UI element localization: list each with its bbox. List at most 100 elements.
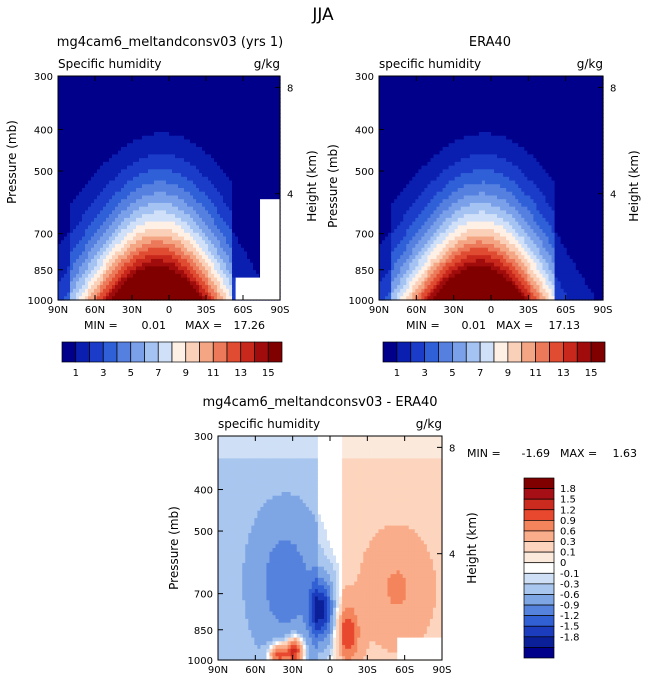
colorbar-swatch [144, 341, 159, 363]
y-tick-label: 500 [34, 167, 53, 178]
colorbar-label: -1.2 [560, 611, 580, 622]
colorbar-swatch [523, 541, 555, 553]
colorbar-label: 5 [128, 368, 134, 379]
colorbar-swatch [130, 341, 145, 363]
colorbar-label: 15 [585, 368, 598, 379]
y-axis-label: Pressure (mb) [5, 120, 19, 204]
min-value: 0.01 [462, 319, 487, 332]
colorbar-swatch [523, 530, 555, 542]
colorbar-label: 1.8 [560, 484, 576, 495]
missing-data-mask [397, 637, 442, 660]
y-right-tick-label: 8 [610, 83, 616, 94]
panel-diff: mg4cam6_meltandconsv03 - ERA40 specific … [167, 395, 637, 676]
colorbar-label: 1 [394, 368, 400, 379]
min-label: MIN = [406, 319, 440, 332]
colorbar-swatch [523, 498, 555, 511]
x-tick-label: 60N [245, 665, 265, 676]
colorbar-label: 11 [207, 368, 220, 379]
x-tick-label: 30N [444, 305, 464, 316]
x-tick-label: 30S [196, 305, 215, 316]
colorbar-swatch [465, 341, 481, 363]
colorbar-swatch [61, 341, 77, 363]
x-tick-label: 60S [556, 305, 575, 316]
colorbar-swatch [523, 509, 555, 521]
y-right-tick-label: 8 [287, 83, 293, 94]
stats-line: MIN = 0.01 MAX = 17.26 [84, 319, 265, 332]
panel-title: mg4cam6_meltandconsv03 (yrs 1) [57, 35, 283, 50]
colorbar-label: 15 [262, 368, 275, 379]
stats-line: MIN = -1.69 MAX = 1.63 [467, 447, 637, 460]
colorbar-swatch [267, 341, 283, 363]
max-value: 1.63 [613, 447, 638, 460]
min-value: 0.01 [142, 319, 167, 332]
stats-line: MIN = 0.01 MAX = 17.13 [406, 319, 580, 332]
colorbar-swatch [523, 519, 555, 532]
y-axis-label: Pressure (mb) [326, 144, 340, 228]
colorbar-swatch [523, 647, 555, 659]
colorbar-swatch [171, 341, 187, 363]
colorbar-swatch [523, 562, 555, 574]
colorbar-swatch [523, 488, 555, 500]
y-tick-label: 700 [194, 590, 213, 601]
y-right-tick-label: 4 [287, 190, 293, 201]
y-axis-label-right: Height (km) [465, 512, 479, 583]
colorbar-label: 0.9 [560, 516, 576, 527]
x-tick-label: 90N [208, 665, 228, 676]
max-label: MAX = [185, 319, 222, 332]
colorbar-swatch [212, 341, 228, 363]
x-tick-label: 0 [166, 305, 172, 316]
colorbar-swatch [452, 341, 467, 363]
min-value: -1.69 [522, 447, 550, 460]
x-tick-label: 60N [85, 305, 105, 316]
x-tick-label: 30N [122, 305, 142, 316]
colorbar-swatch [240, 341, 255, 363]
colorbar-swatch [424, 341, 439, 363]
y-tick-label: 850 [194, 626, 213, 637]
colorbar-swatch [507, 341, 523, 363]
x-tick-label: 90N [48, 305, 68, 316]
panel-model: mg4cam6_meltandconsv03 (yrs 1) Specific … [5, 35, 319, 379]
panel-subtitle-left: Specific humidity [58, 57, 162, 71]
y-tick-label: 500 [355, 167, 374, 178]
colorbar-swatch [523, 615, 555, 627]
colorbar-swatch [157, 341, 173, 363]
y-tick-label: 700 [355, 230, 374, 241]
colorbar-swatch [410, 341, 425, 363]
plot-area: 90N 60N 30N 0 30S 60S 90S 300 400 500 700 850 1000 8 4 [28, 72, 294, 316]
colorbar-label: 9 [183, 368, 189, 379]
colorbar-label: 1 [73, 368, 79, 379]
y-tick-label: 300 [355, 72, 374, 83]
colorbar-label: -0.6 [560, 590, 580, 601]
colorbar-label: 0.3 [560, 537, 576, 548]
colorbar-swatch [523, 594, 555, 606]
colorbar-swatch [382, 341, 398, 363]
panel-subtitle-left: specific humidity [218, 417, 320, 431]
colorbar-label: -0.3 [560, 579, 580, 590]
colorbar-swatch [521, 341, 536, 363]
y-axis-label-right: Height (km) [305, 150, 319, 221]
colorbar-label: 9 [505, 368, 511, 379]
colorbar-swatch [396, 341, 412, 363]
panel-subtitle-right: g/kg [254, 57, 280, 71]
colorbar-swatch [199, 341, 214, 363]
colorbar-swatch [590, 341, 606, 363]
x-tick-label: 90N [369, 305, 389, 316]
colorbar-label: -1.5 [560, 622, 580, 633]
colorbar-label: 1.2 [560, 505, 576, 516]
y-tick-label: 1000 [349, 296, 374, 307]
panel-title: mg4cam6_meltandconsv03 - ERA40 [202, 395, 437, 410]
x-tick-label: 60S [233, 305, 252, 316]
x-tick-label: 90S [270, 305, 289, 316]
colorbar-swatch [576, 341, 592, 363]
min-label: MIN = [84, 319, 118, 332]
y-tick-label: 1000 [28, 296, 53, 307]
colorbar-swatch [523, 572, 555, 585]
colorbar-swatch [479, 341, 495, 363]
x-tick-label: 0 [488, 305, 494, 316]
y-tick-label: 850 [34, 266, 53, 277]
colorbar-swatch [226, 341, 242, 363]
colorbar-label: 5 [449, 368, 455, 379]
colorbar-label: 3 [421, 368, 427, 379]
panel-subtitle-right: g/kg [416, 417, 442, 431]
